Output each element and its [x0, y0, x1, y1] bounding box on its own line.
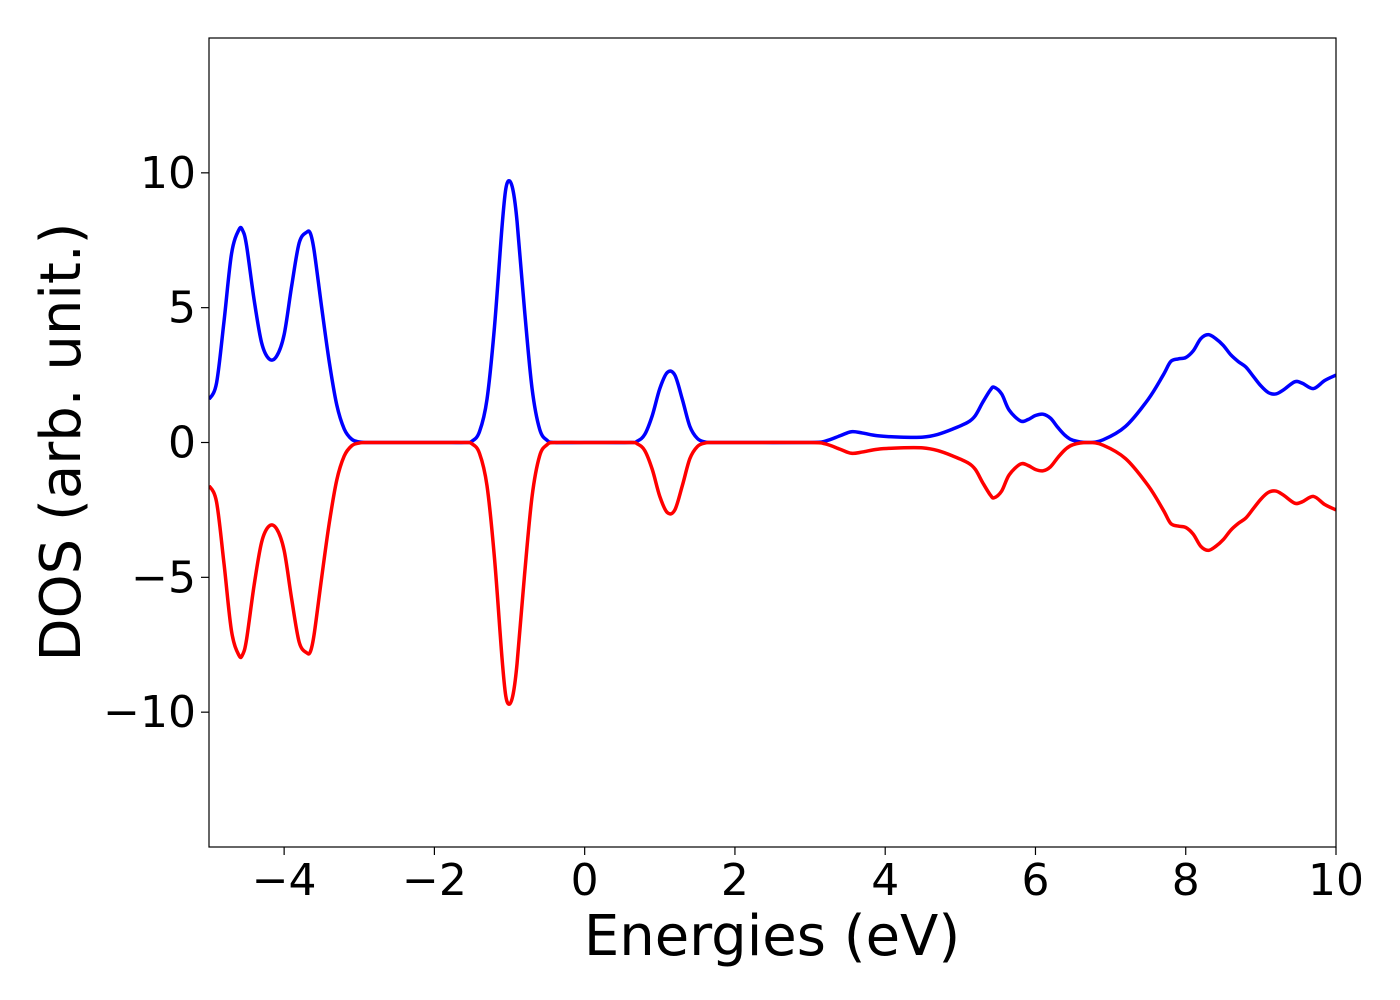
series-layer	[209, 179, 1336, 706]
y-tick-label: 10	[140, 148, 196, 199]
y-axis-title: DOS (arb. unit.)	[29, 222, 94, 661]
x-tick-label: 10	[1308, 855, 1364, 906]
x-axis-title: Energies (eV)	[584, 904, 960, 969]
x-tick-label: 0	[571, 855, 599, 906]
y-tick-label: 0	[168, 418, 196, 469]
y-tick-label: 5	[168, 283, 196, 334]
x-tick-label: 6	[1021, 855, 1049, 906]
series-line-2	[209, 440, 1336, 706]
x-tick-label: 2	[721, 855, 749, 906]
x-tick-label: −4	[252, 855, 317, 906]
x-axis-ticks: −4 −2 0 2 4 6 8 10	[252, 847, 1364, 906]
x-tick-label: 4	[871, 855, 899, 906]
x-tick-label: −2	[402, 855, 467, 906]
y-tick-label: −10	[103, 687, 196, 738]
x-tick-label: 8	[1172, 855, 1200, 906]
y-tick-label: −5	[131, 552, 196, 603]
y-axis-ticks: 10 5 0 −5 −10	[103, 148, 209, 738]
